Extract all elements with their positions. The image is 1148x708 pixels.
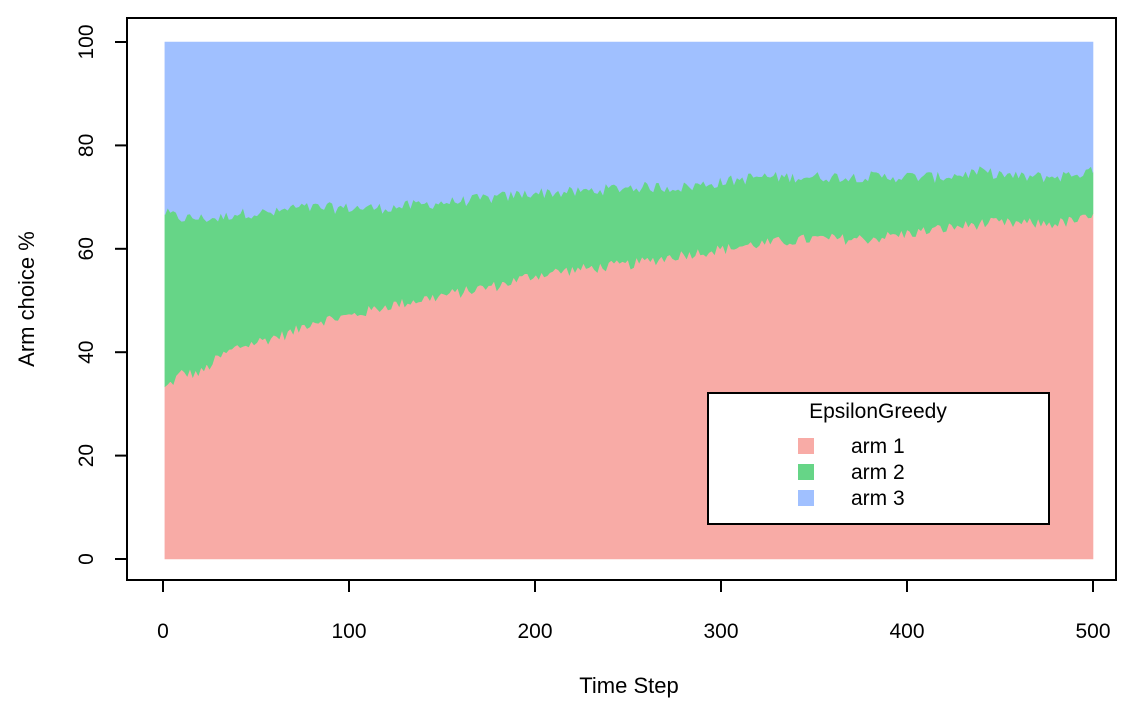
legend-swatch-2 [798, 464, 814, 480]
legend-label-3: arm 3 [851, 487, 905, 510]
y-tick-label: 60 [75, 237, 98, 260]
area-series-3 [164, 41, 1094, 222]
x-axis-label: Time Step [579, 673, 678, 698]
y-tick-label: 0 [75, 553, 98, 565]
y-tick-label: 20 [75, 444, 98, 467]
x-axis: 0 100 200 300 400 500 [157, 579, 1111, 643]
x-tick-label: 300 [703, 620, 738, 643]
x-tick-label: 200 [517, 620, 552, 643]
y-tick-label: 80 [75, 134, 98, 157]
x-tick-label: 100 [331, 620, 366, 643]
legend-swatch-1 [798, 438, 814, 454]
legend-box [707, 392, 1050, 525]
y-tick-label: 100 [75, 24, 98, 59]
legend: EpsilonGreedy arm 1 arm 2 arm 3 [707, 392, 1050, 525]
legend-swatch-3 [798, 490, 814, 506]
x-tick-label: 400 [889, 620, 924, 643]
legend-label-2: arm 2 [851, 461, 905, 484]
x-tick-label: 0 [157, 620, 169, 643]
y-tick-label: 40 [75, 341, 98, 364]
x-tick-label: 500 [1075, 620, 1110, 643]
y-axis-label: Arm choice % [14, 231, 39, 367]
legend-label-1: arm 1 [851, 435, 905, 458]
legend-entries: arm 1 arm 2 arm 3 [798, 435, 905, 510]
legend-title: EpsilonGreedy [809, 400, 947, 423]
y-axis: 0 20 40 60 80 100 [75, 24, 128, 565]
